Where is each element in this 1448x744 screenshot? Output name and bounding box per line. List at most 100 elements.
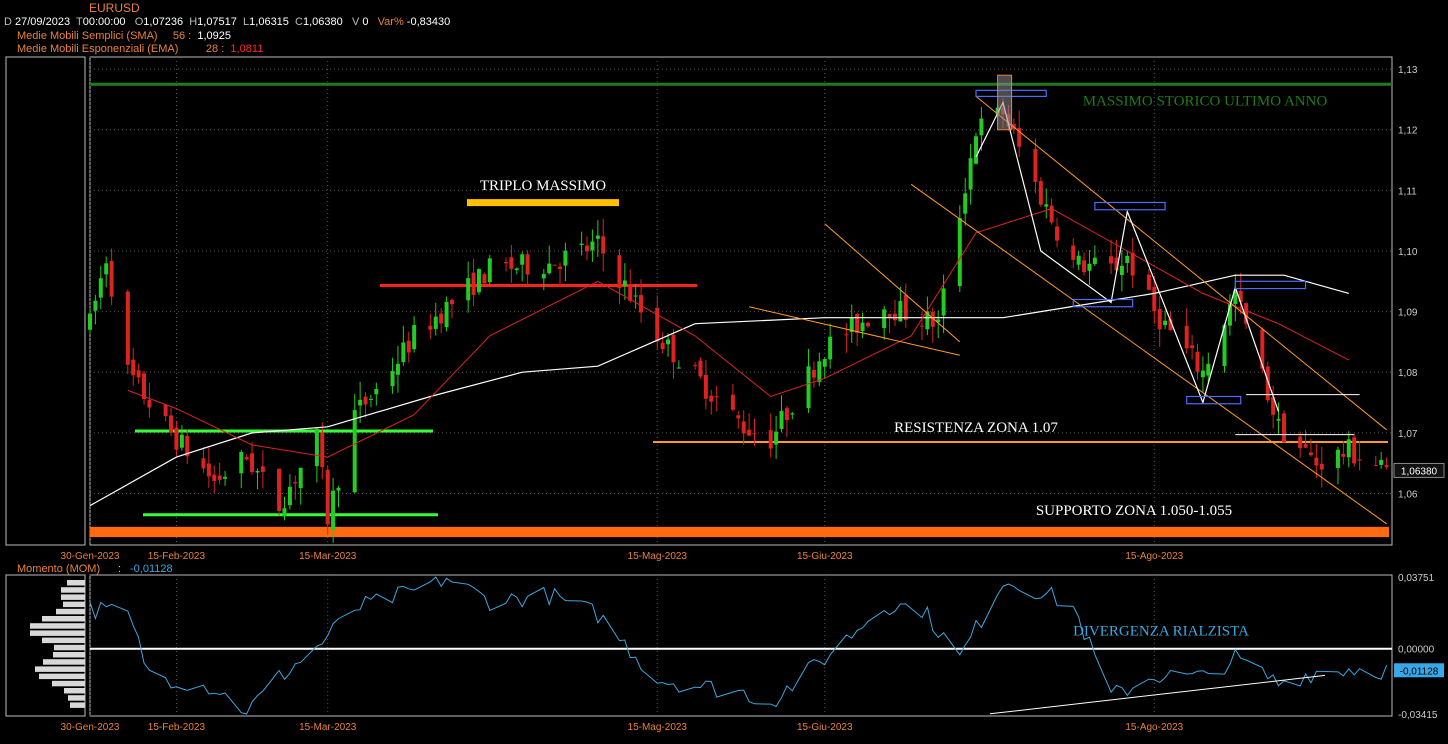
x-tick-label: 15-Feb-2023 [148,551,206,562]
candle-body [1206,363,1211,376]
candle-body [174,427,179,450]
candle-body [936,319,941,323]
candle-body [406,340,411,353]
candle-body [217,475,222,480]
candle-body [828,336,833,360]
candle-body [487,258,492,283]
candle-body [206,463,211,477]
sma-legend: Medie Mobili Semplici (SMA) 56 : 1,0925 [17,30,232,42]
candle-body [1384,465,1389,468]
candle-body [1152,286,1157,312]
price-plot-frame [89,56,1393,546]
candle-body [1157,309,1162,330]
support-zone-band [90,526,1389,538]
candle-body [898,301,903,322]
candle-body [509,257,514,269]
candle-body [336,487,341,491]
momentum-title: Momento (MOM) [17,563,100,575]
candle-body [98,278,103,298]
candle-body [244,457,249,460]
candle-body [1168,319,1173,331]
candle-body [1125,255,1130,264]
candle-body [147,399,152,408]
candle-body [730,394,735,410]
candle-body [93,300,98,311]
pattern-box [1234,280,1307,290]
candle-body [887,313,892,319]
candle-body [1303,444,1308,448]
candle-body [1119,265,1124,276]
mom-y-tick-label: 0,00000 [1398,645,1435,656]
candle-body [1184,325,1189,349]
candle-body [633,295,638,297]
momentum-histogram-bar [68,695,85,701]
candle-body [282,508,287,517]
candle-body [1038,181,1043,205]
candle-body [1109,256,1114,264]
candle-body [1092,257,1097,264]
candle-body [865,322,870,327]
y-tick-label: 1,09 [1398,308,1418,319]
divergence-trend-line [989,674,1326,715]
mom-x-tick-label: 15-Ago-2023 [1125,722,1183,733]
candle-body [844,334,849,336]
candle-body [779,410,784,429]
candle-body [88,313,92,330]
candle-body [709,395,714,402]
mom-x-tick-label: 30-Gen-2023 [61,722,120,733]
candle-body [547,263,552,274]
channel-upper-line [975,96,1387,431]
ema-line [127,208,1350,458]
divergence-annotation: DIVERGENZA RIALZISTA [1073,624,1249,640]
candle-body [314,428,319,467]
candle-body [331,490,336,530]
momentum-histogram-bar [42,637,85,644]
channel-lower-line [910,183,1387,525]
candle-body [1017,127,1022,147]
candle-body [698,360,703,377]
candle-body [125,291,130,365]
last-price-badge [1393,462,1445,478]
candle-body [855,313,860,333]
candle-body [790,413,795,415]
candle-body [601,236,606,254]
mom-y-tick-label: -0,03415 [1398,710,1438,721]
candle-body [892,313,897,321]
candle-body [320,432,325,467]
candle-body [541,273,546,279]
ohlc-readout: D 27/09/2023 T00:00:00 O1,07236 H1,07517… [4,16,451,28]
candle-body [1233,290,1238,305]
candle-body [860,322,865,332]
candle-body [590,241,595,251]
triple-top-bar [467,199,619,207]
candle-body [941,288,946,316]
momentum-line [89,576,1388,715]
candle-body [1076,255,1081,265]
y-tick-label: 1,12 [1398,126,1418,137]
momentum-histogram-bar [63,601,85,608]
candle-body [109,260,114,297]
candle-body [374,388,379,395]
candle-body [1082,260,1087,273]
candle-body [503,261,508,264]
candle-body [714,396,719,398]
candle-body [368,398,373,400]
side-panel [5,56,86,546]
candle-body [671,334,676,363]
candle-body [1055,226,1060,241]
mom-x-tick-label: 15-Mag-2023 [628,722,688,733]
last-price-label: 1,06380 [1401,466,1438,477]
candle-body [142,373,147,400]
triple-top-annotation: TRIPLO MASSIMO [480,178,606,194]
candle-body [1238,290,1243,303]
mom-x-tick-label: 15-Giu-2023 [797,722,853,733]
candle-body [979,118,984,136]
candle-body [1276,418,1281,421]
candle-body [1341,453,1346,457]
candle-body [520,254,525,265]
candle-body [255,471,260,473]
momentum-histogram-bar [35,666,85,672]
candle-body [401,342,406,363]
candle-body [558,266,563,269]
